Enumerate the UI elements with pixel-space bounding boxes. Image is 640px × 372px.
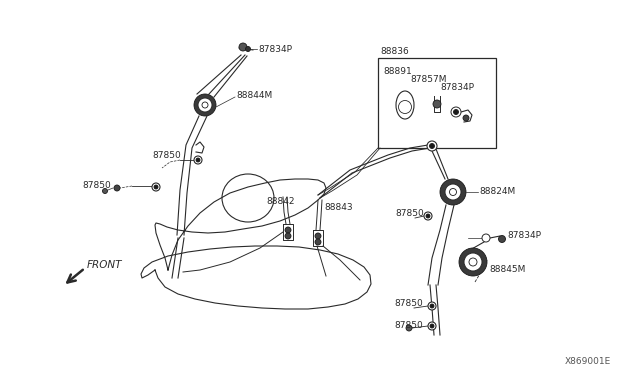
Circle shape <box>459 248 487 276</box>
Circle shape <box>469 258 477 266</box>
Text: 88843: 88843 <box>324 203 353 212</box>
Circle shape <box>198 98 212 112</box>
Circle shape <box>424 212 432 220</box>
Circle shape <box>440 179 466 205</box>
Circle shape <box>482 234 490 242</box>
Circle shape <box>499 235 506 243</box>
Circle shape <box>428 302 436 310</box>
Circle shape <box>449 189 456 196</box>
Text: 87850: 87850 <box>82 182 111 190</box>
Circle shape <box>427 141 437 151</box>
Circle shape <box>246 46 250 51</box>
Circle shape <box>429 144 435 148</box>
Circle shape <box>196 158 200 162</box>
Circle shape <box>202 102 208 108</box>
Circle shape <box>154 185 158 189</box>
Circle shape <box>430 324 434 328</box>
Circle shape <box>401 103 409 111</box>
Circle shape <box>406 325 412 331</box>
Text: 87857M: 87857M <box>410 76 447 84</box>
Circle shape <box>239 43 247 51</box>
Text: 88824M: 88824M <box>479 187 515 196</box>
Circle shape <box>152 183 160 191</box>
Circle shape <box>451 107 461 117</box>
Text: 87850: 87850 <box>394 299 423 308</box>
Circle shape <box>464 253 482 271</box>
Circle shape <box>315 239 321 245</box>
Text: X869001E: X869001E <box>565 357 611 366</box>
Circle shape <box>454 109 458 115</box>
Text: FRONT: FRONT <box>87 260 122 270</box>
Circle shape <box>285 227 291 233</box>
Text: 87834P: 87834P <box>507 231 541 240</box>
Text: 88842: 88842 <box>266 198 294 206</box>
Circle shape <box>399 100 412 113</box>
Text: 87834P: 87834P <box>258 45 292 54</box>
Text: 88844M: 88844M <box>236 92 272 100</box>
Text: 88891: 88891 <box>383 67 412 77</box>
Circle shape <box>194 156 202 164</box>
Text: 87850: 87850 <box>394 321 423 330</box>
Circle shape <box>433 100 441 108</box>
Text: 88836: 88836 <box>380 48 409 57</box>
Circle shape <box>430 304 434 308</box>
Circle shape <box>426 214 430 218</box>
Circle shape <box>315 233 321 239</box>
Circle shape <box>445 184 461 200</box>
Bar <box>378 58 496 148</box>
Text: 88845M: 88845M <box>489 266 525 275</box>
Circle shape <box>194 94 216 116</box>
Circle shape <box>428 322 436 330</box>
Text: 87850: 87850 <box>395 209 424 218</box>
Text: 87834P: 87834P <box>440 83 474 93</box>
Circle shape <box>102 189 108 193</box>
Circle shape <box>285 233 291 239</box>
Text: 87850: 87850 <box>152 151 180 160</box>
Circle shape <box>463 115 469 121</box>
Circle shape <box>114 185 120 191</box>
